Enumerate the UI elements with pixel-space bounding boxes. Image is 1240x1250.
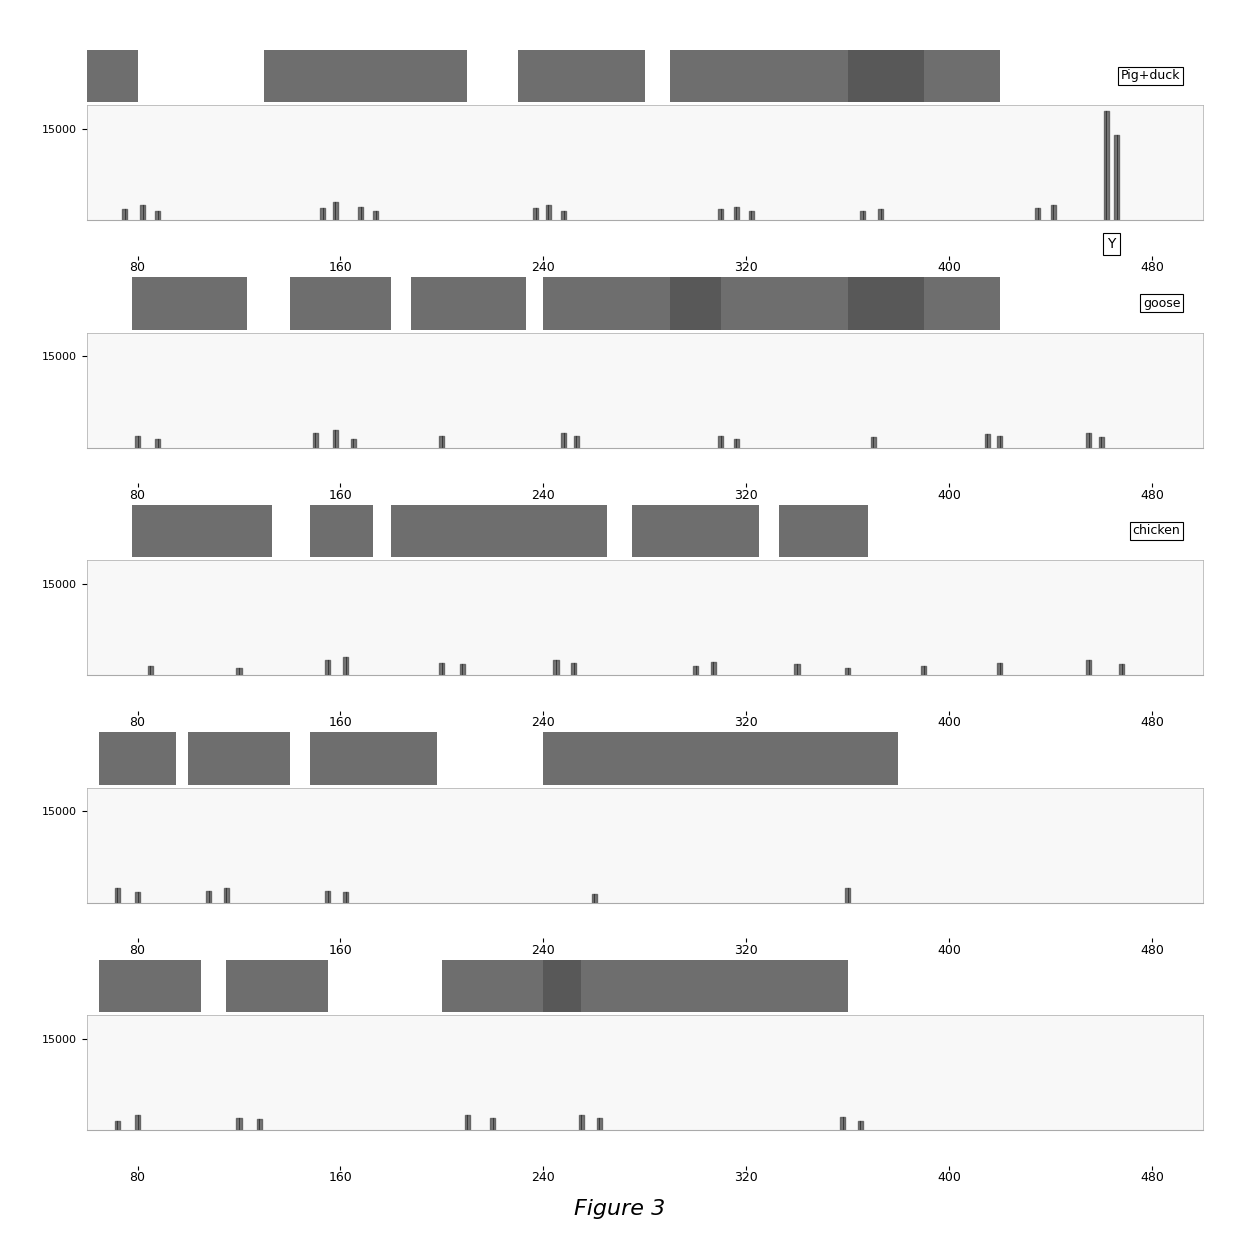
Bar <box>670 50 924 102</box>
Bar <box>632 505 759 558</box>
Bar <box>99 960 201 1012</box>
Bar <box>518 50 645 102</box>
Bar <box>670 278 924 330</box>
Bar <box>543 732 899 785</box>
Text: goose: goose <box>1143 298 1180 310</box>
Bar <box>133 505 272 558</box>
Text: Y: Y <box>1107 236 1116 251</box>
Bar <box>290 278 391 330</box>
Bar <box>310 505 373 558</box>
Text: Pig+duck: Pig+duck <box>1121 70 1180 82</box>
Bar <box>87 50 138 102</box>
Bar <box>543 278 720 330</box>
Bar <box>543 960 848 1012</box>
Text: Figure 3: Figure 3 <box>574 1199 666 1219</box>
Bar <box>188 732 290 785</box>
Bar <box>226 960 327 1012</box>
Bar <box>391 505 606 558</box>
Bar <box>133 278 247 330</box>
Bar <box>412 278 526 330</box>
Text: chicken: chicken <box>1132 525 1180 538</box>
Bar <box>848 50 999 102</box>
Bar <box>310 732 436 785</box>
Bar <box>848 278 999 330</box>
Bar <box>264 50 467 102</box>
Bar <box>441 960 582 1012</box>
Bar <box>779 505 868 558</box>
Bar <box>99 732 176 785</box>
